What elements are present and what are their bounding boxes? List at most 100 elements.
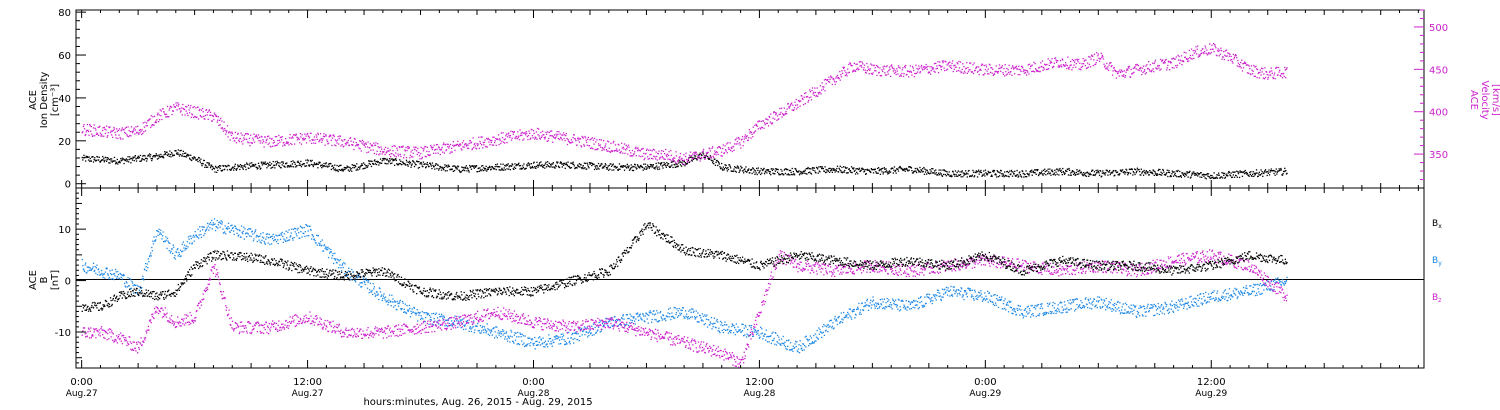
- velocity-point: [588, 145, 591, 147]
- velocity-point: [488, 141, 490, 143]
- velocity-point: [153, 115, 156, 118]
- density-point: [1152, 172, 1154, 175]
- velocity-point: [324, 144, 326, 146]
- velocity-point: [139, 128, 142, 131]
- velocity-point: [1113, 66, 1115, 69]
- velocity-point: [748, 129, 750, 131]
- density-point: [761, 172, 763, 174]
- density-point: [1209, 176, 1211, 178]
- velocity-point: [989, 71, 992, 73]
- velocity-point: [1072, 60, 1075, 62]
- density-point: [1199, 176, 1201, 178]
- velocity-point: [963, 66, 965, 68]
- velocity-point: [1170, 61, 1172, 64]
- velocity-point: [1180, 55, 1183, 57]
- velocity-point: [799, 105, 801, 107]
- velocity-point: [422, 150, 425, 152]
- velocity-point: [409, 157, 411, 159]
- density-point: [162, 155, 164, 157]
- by-point: [270, 243, 273, 245]
- velocity-point: [1057, 60, 1059, 62]
- density-point: [955, 173, 957, 176]
- velocity-point: [1068, 66, 1071, 68]
- velocity-point: [551, 135, 553, 137]
- density-point: [1057, 170, 1059, 172]
- velocity-point: [570, 139, 573, 141]
- density-point: [587, 165, 589, 168]
- by-point: [220, 220, 222, 222]
- density-point: [445, 165, 447, 168]
- density-point: [146, 158, 148, 160]
- density-point: [619, 168, 621, 170]
- density-point: [572, 161, 574, 163]
- density-point: [121, 159, 123, 161]
- by-point: [230, 225, 232, 227]
- density-point: [675, 166, 678, 168]
- velocity-point: [367, 141, 369, 143]
- velocity-point: [475, 148, 478, 150]
- density-point: [863, 171, 865, 173]
- density-point: [103, 161, 105, 163]
- density-point: [257, 162, 260, 164]
- velocity-point: [1227, 52, 1229, 54]
- velocity-point: [1264, 67, 1266, 69]
- velocity-point: [692, 153, 694, 155]
- density-point: [652, 165, 654, 167]
- by-point: [250, 228, 252, 230]
- velocity-point: [397, 155, 400, 157]
- density-point: [381, 160, 383, 162]
- velocity-point: [780, 111, 782, 113]
- density-point: [401, 163, 403, 165]
- velocity-point: [1078, 68, 1080, 70]
- velocity-point: [772, 117, 774, 119]
- velocity-point: [702, 150, 704, 152]
- density-point: [1211, 175, 1213, 177]
- density-point: [94, 157, 96, 159]
- density-point: [595, 165, 597, 167]
- density-point: [1050, 170, 1053, 172]
- density-point: [1029, 171, 1031, 173]
- velocity-point: [509, 136, 511, 139]
- density-point: [1179, 170, 1181, 173]
- velocity-point: [991, 67, 993, 69]
- density-point: [179, 153, 182, 156]
- velocity-point: [501, 137, 504, 139]
- velocity-point: [444, 144, 447, 146]
- density-point: [1167, 175, 1169, 178]
- density-point: [394, 164, 396, 166]
- density-point: [845, 172, 848, 174]
- density-point: [170, 156, 172, 158]
- velocity-point: [89, 124, 91, 126]
- by-point: [128, 285, 130, 287]
- by-point: [134, 284, 136, 287]
- velocity-point: [796, 104, 798, 106]
- density-point: [1243, 170, 1245, 173]
- density-point: [753, 169, 756, 171]
- velocity-point: [1272, 77, 1275, 80]
- velocity-point: [1283, 75, 1285, 77]
- velocity-point: [754, 124, 756, 127]
- density-point: [1020, 176, 1023, 178]
- density-point: [255, 163, 257, 166]
- velocity-point: [1009, 73, 1011, 75]
- density-point: [645, 168, 648, 170]
- velocity-point: [244, 138, 246, 140]
- density-point: [1270, 168, 1272, 170]
- velocity-point: [1267, 78, 1269, 80]
- by-point: [83, 270, 86, 272]
- density-point: [470, 166, 472, 168]
- by-point: [153, 236, 155, 238]
- velocity-point: [937, 61, 939, 63]
- velocity-point: [1048, 64, 1050, 67]
- velocity-point: [992, 74, 994, 76]
- velocity-point: [916, 67, 918, 70]
- velocity-point: [125, 132, 127, 135]
- density-point: [347, 169, 349, 171]
- density-point: [708, 158, 710, 160]
- velocity-point: [279, 141, 281, 143]
- velocity-point: [863, 64, 866, 66]
- density-point: [857, 173, 859, 175]
- density-point: [348, 170, 351, 172]
- by-point: [225, 233, 227, 235]
- velocity-point: [1198, 54, 1200, 56]
